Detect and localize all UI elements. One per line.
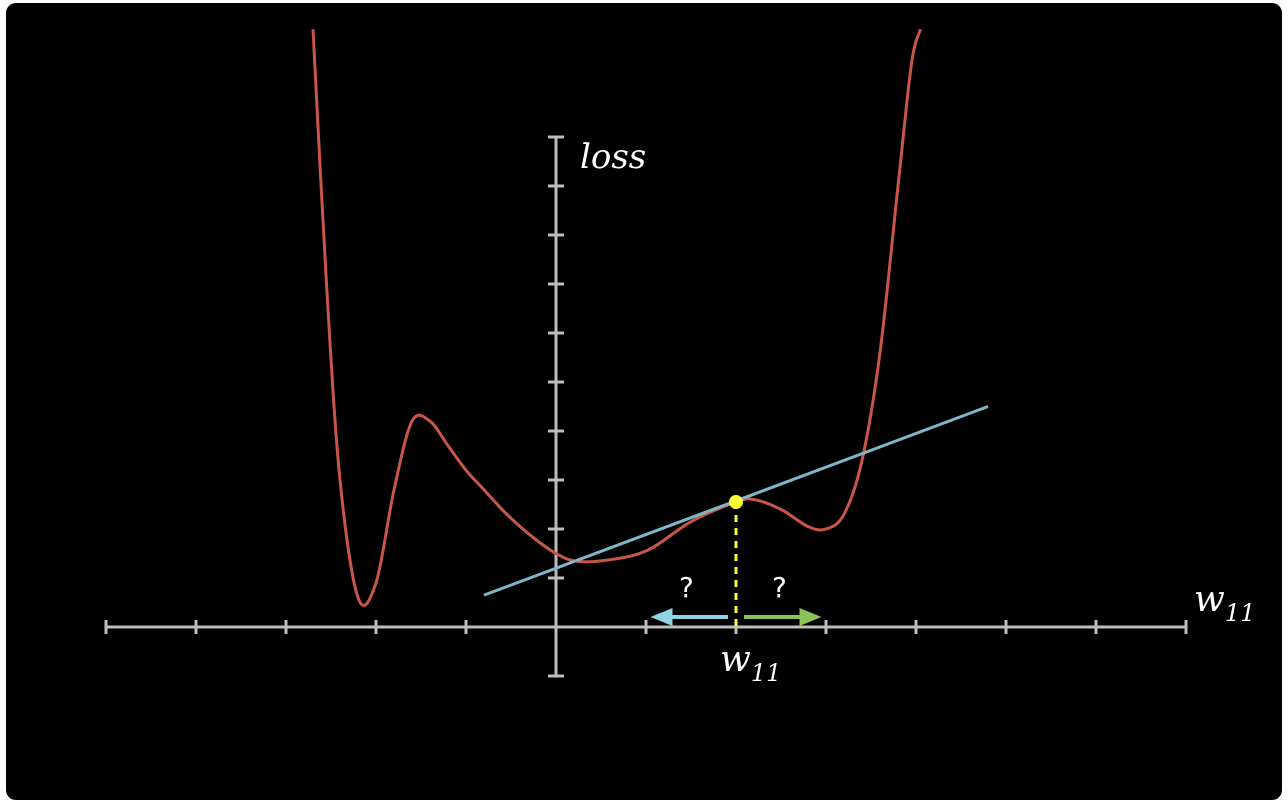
x-axis-label: w11: [1194, 579, 1255, 627]
question-left: ?: [679, 571, 694, 604]
x-axis-label-subscript: 11: [1225, 599, 1256, 627]
point-label: w11: [720, 639, 781, 687]
plot-marks: [311, 28, 989, 627]
question-right: ?: [772, 571, 787, 604]
arrow-right-head: [799, 608, 822, 626]
loss-plot: loss w11 w11 ? ?: [104, 28, 1255, 687]
point-label-main: w: [720, 639, 751, 680]
axes: [104, 135, 1188, 678]
loss-curve: [311, 28, 922, 607]
diagram-canvas: loss w11 w11 ? ?: [6, 3, 1282, 800]
point-label-subscript: 11: [751, 659, 782, 687]
y-axis-label: loss: [580, 137, 646, 177]
x-axis-label-main: w: [1194, 579, 1225, 620]
arrow-left-head: [650, 608, 673, 626]
current-point: [729, 495, 743, 510]
